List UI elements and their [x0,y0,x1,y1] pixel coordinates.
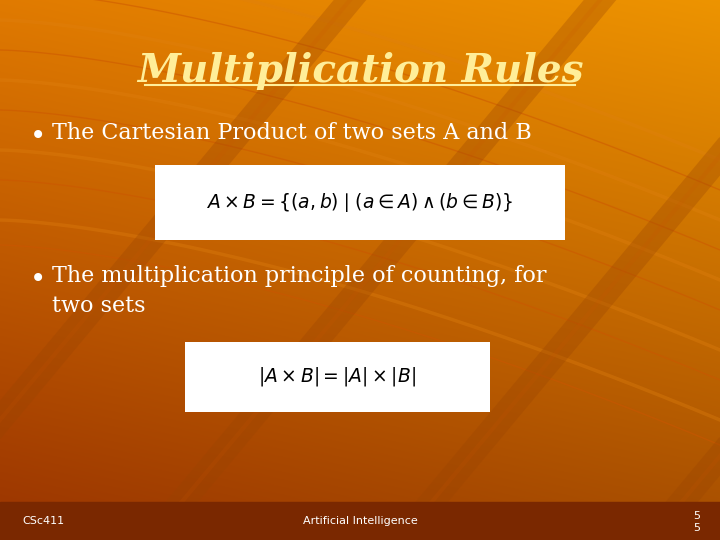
Bar [0,502,720,540]
Text: The Cartesian Product of two sets A and B: The Cartesian Product of two sets A and … [52,122,532,144]
Text: 5: 5 [693,523,700,533]
Text: •: • [30,122,46,150]
Text: two sets: two sets [52,295,145,317]
Text: 5: 5 [693,511,700,521]
Text: $|A \times B| = |A| \times |B|$: $|A \times B| = |A| \times |B|$ [258,366,416,388]
Text: The multiplication principle of counting, for: The multiplication principle of counting… [52,265,546,287]
FancyBboxPatch shape [155,165,565,240]
Text: Multiplication Rules: Multiplication Rules [137,52,583,90]
FancyBboxPatch shape [185,342,490,412]
Text: Artificial Intelligence: Artificial Intelligence [302,516,418,526]
Text: •: • [30,265,46,293]
Text: CSc411: CSc411 [22,516,64,526]
Text: $A \times B = \{(a, b)\mid (a \in A) \wedge (b \in B)\}$: $A \times B = \{(a, b)\mid (a \in A) \we… [207,192,513,214]
